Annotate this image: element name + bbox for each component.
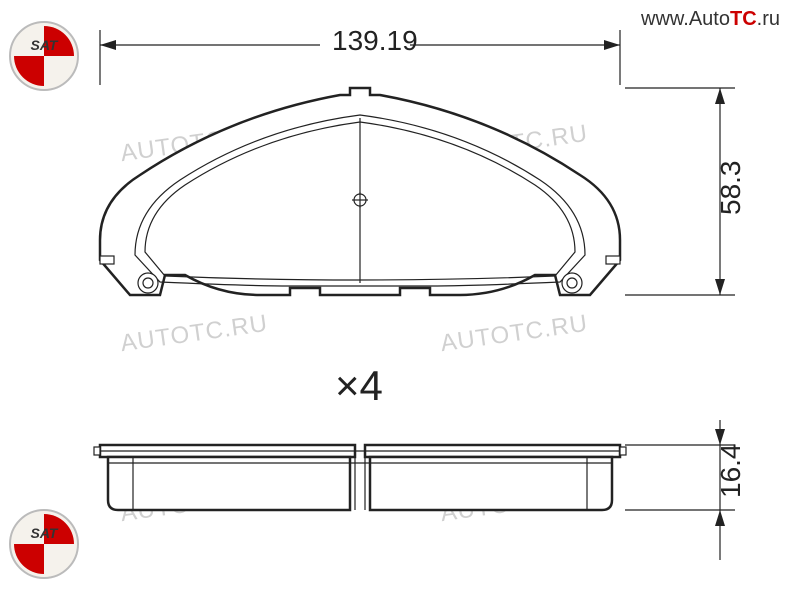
dim-thickness-value: 16.4 [715,444,746,499]
brake-pad-top-view [100,88,620,295]
dim-height-value: 58.3 [715,161,746,216]
dim-width-value: 139.19 [332,25,418,56]
technical-drawing: 139.19 58.3 ×4 [0,0,800,600]
brake-pad-side-view [94,445,626,510]
brand-logo: SAT [8,508,80,580]
dim-thickness: 16.4 [625,420,746,560]
dim-height: 58.3 [625,88,746,295]
svg-text:SAT: SAT [31,525,59,541]
svg-text:SAT: SAT [31,37,59,53]
brand-logo: SAT [8,20,80,92]
dim-width: 139.19 [100,25,620,85]
multiplier-label: ×4 [335,362,383,409]
